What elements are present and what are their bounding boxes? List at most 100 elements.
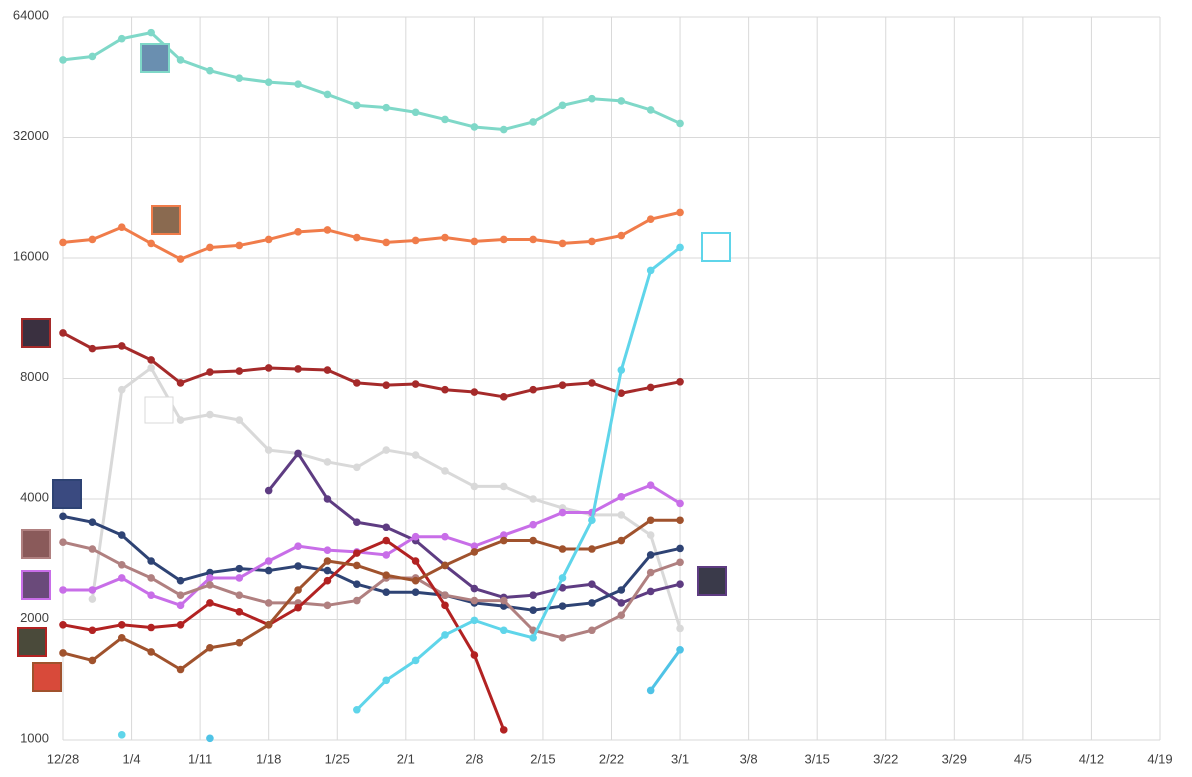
data-point [176, 665, 185, 674]
y-tick-label: 4000 [20, 489, 49, 504]
series-line [63, 483, 681, 607]
data-point [206, 368, 214, 376]
data-point [529, 235, 537, 244]
x-tick-label: 1/18 [256, 751, 281, 766]
icon [144, 396, 174, 424]
data-point [617, 511, 626, 519]
data-point [264, 78, 273, 86]
data-point [617, 586, 626, 594]
icon [32, 662, 62, 692]
data-point [646, 516, 655, 525]
data-point [206, 581, 214, 589]
x-tick-label: 3/22 [873, 751, 898, 766]
x-tick-label: 2/22 [599, 751, 624, 766]
data-point [558, 545, 567, 553]
icon [140, 43, 170, 73]
icon [52, 479, 82, 509]
data-point [294, 562, 302, 570]
data-point [441, 631, 449, 639]
data-point [206, 643, 214, 652]
data-point [59, 649, 67, 657]
data-point [88, 52, 97, 61]
data-point [499, 531, 508, 539]
data-point [353, 463, 361, 472]
data-point [206, 568, 214, 577]
data-point [294, 449, 302, 458]
data-point [558, 508, 567, 517]
data-point [176, 620, 185, 629]
data-point [470, 596, 479, 605]
data-point [617, 493, 626, 501]
data-point [88, 545, 97, 553]
icon [21, 318, 51, 348]
data-point [646, 587, 655, 596]
data-point [411, 108, 420, 117]
series-line [649, 648, 682, 692]
data-point [470, 584, 479, 593]
data-point [441, 233, 449, 242]
data-point [441, 591, 449, 600]
data-point [617, 366, 626, 374]
y-tick-label: 1000 [20, 730, 49, 745]
data-point [588, 580, 596, 589]
data-point [558, 634, 567, 642]
data-point [588, 516, 596, 525]
data-point [59, 538, 67, 546]
data-point [382, 536, 391, 545]
data-point [676, 646, 684, 654]
data-point [646, 215, 655, 224]
x-tick-label: 4/19 [1147, 751, 1172, 766]
data-point [676, 208, 684, 217]
data-point [176, 591, 185, 600]
data-point [470, 482, 479, 491]
data-point [676, 499, 684, 508]
data-point [529, 634, 537, 642]
y-tick-label: 64000 [13, 7, 49, 22]
data-point [88, 235, 97, 244]
data-point [147, 623, 155, 632]
series-line [62, 518, 681, 672]
y-tick-label: 16000 [13, 248, 49, 263]
data-point [235, 416, 244, 424]
data-point [499, 726, 508, 734]
data-point [323, 458, 332, 466]
data-point [206, 734, 214, 743]
data-point [470, 548, 479, 556]
data-point [646, 568, 655, 577]
data-point [588, 379, 596, 387]
data-point [323, 557, 332, 565]
data-point [470, 616, 479, 625]
data-point [558, 239, 567, 248]
x-tick-label: 3/8 [740, 751, 758, 766]
data-point [323, 495, 332, 503]
data-point [59, 586, 67, 594]
data-point [411, 380, 420, 388]
data-point [176, 379, 185, 387]
data-point [264, 620, 273, 629]
data-point [353, 580, 361, 589]
data-point [117, 620, 126, 629]
data-point [353, 233, 361, 242]
data-point [264, 566, 273, 575]
data-point [382, 523, 391, 532]
data-point [147, 557, 155, 565]
data-point [411, 451, 420, 459]
data-point [441, 561, 449, 570]
data-point [176, 56, 185, 64]
data-point [529, 536, 537, 545]
data-point [499, 536, 508, 545]
data-point [176, 255, 185, 263]
data-point [176, 576, 185, 585]
data-point [646, 551, 655, 559]
data-point [235, 74, 244, 83]
data-point [264, 446, 273, 454]
data-point [411, 588, 420, 597]
data-point [676, 580, 684, 589]
data-point [323, 601, 332, 610]
data-point [147, 356, 155, 364]
data-point [59, 620, 67, 629]
y-tick-label: 8000 [20, 369, 49, 384]
x-tick-label: 3/1 [671, 751, 689, 766]
data-point [382, 381, 391, 389]
